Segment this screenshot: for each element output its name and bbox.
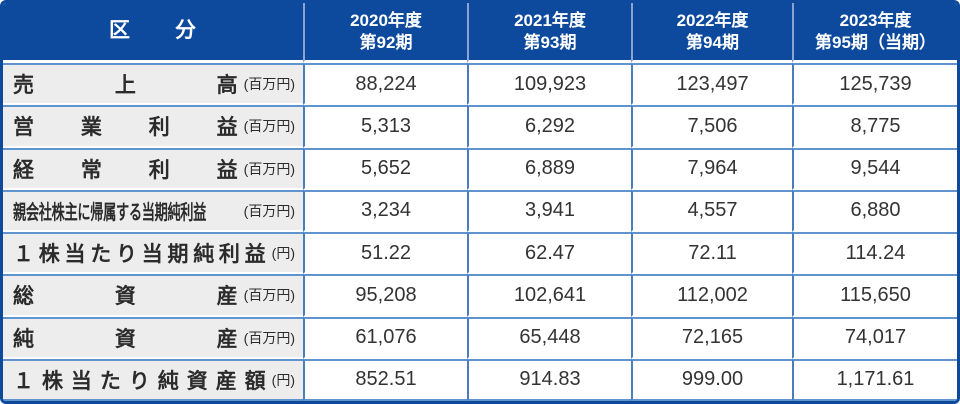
fy2022-term-label: 第94期 — [686, 32, 739, 52]
table-row-operating-income: 営業利益 (百万円) 5,313 6,292 7,506 8,775 — [3, 105, 957, 148]
value-cell: 8,775 — [792, 105, 957, 148]
row-unit: (百万円) — [243, 329, 295, 346]
value-cell: 125,739 — [792, 63, 957, 106]
row-unit: (百万円) — [243, 118, 295, 135]
value-cell: 72.11 — [631, 232, 792, 275]
row-unit: (百万円) — [243, 160, 295, 177]
table-row-net-sales: 売上高 (百万円) 88,224 109,923 123,497 125,739 — [3, 63, 957, 106]
table-row-eps: １株当たり当期純利益 (円) 51.22 62.47 72.11 114.24 — [3, 232, 957, 275]
table-body: 売上高 (百万円) 88,224 109,923 123,497 125,739… — [3, 63, 957, 401]
value-cell: 115,650 — [792, 274, 957, 317]
header-cell-fy2020: 2020年度 第92期 — [303, 3, 467, 63]
row-unit: (百万円) — [243, 76, 295, 93]
row-label: １株当たり当期純利益 — [13, 243, 266, 267]
value-cell: 852.51 — [303, 358, 467, 401]
row-label-cell: 親会社株主に帰属する当期純利益 (百万円) — [3, 189, 303, 232]
row-label-cell: 総資産 (百万円) — [3, 274, 303, 317]
row-label-cell: １株当たり純資産額 (円) — [3, 358, 303, 401]
value-cell: 5,313 — [303, 105, 467, 148]
header-cell-category: 区 分 — [3, 3, 303, 63]
value-cell: 6,880 — [792, 189, 957, 232]
value-cell: 61,076 — [303, 316, 467, 359]
value-cell: 7,506 — [631, 105, 792, 148]
row-unit: (円) — [271, 245, 295, 262]
value-cell: 65,448 — [467, 316, 631, 359]
value-cell: 72,165 — [631, 316, 792, 359]
value-cell: 95,208 — [303, 274, 467, 317]
row-label-cell: 売上高 (百万円) — [3, 63, 303, 106]
table-row-net-assets-per-share: １株当たり純資産額 (円) 852.51 914.83 999.00 1,171… — [3, 358, 957, 401]
row-label-cell: 経常利益 (百万円) — [3, 147, 303, 190]
row-unit: (百万円) — [243, 287, 295, 304]
table-row-total-assets: 総資産 (百万円) 95,208 102,641 112,002 115,650 — [3, 274, 957, 317]
fy2023-term-label: 第95期（当期） — [815, 32, 936, 52]
fiscal-year-data-table: 区 分 2020年度 第92期 2021年度 第93期 2022年度 第94期 — [3, 3, 957, 401]
value-cell: 88,224 — [303, 63, 467, 106]
row-unit: (円) — [271, 371, 295, 388]
table-row-net-assets: 純資産 (百万円) 61,076 65,448 72,165 74,017 — [3, 316, 957, 359]
row-label-cell: 営業利益 (百万円) — [3, 105, 303, 148]
row-label: 純資産 — [13, 327, 238, 351]
value-cell: 9,544 — [792, 147, 957, 190]
row-label: 売上高 — [13, 74, 238, 98]
value-cell: 123,497 — [631, 63, 792, 106]
fy2020-term-label: 第92期 — [359, 32, 413, 52]
header-row: 区 分 2020年度 第92期 2021年度 第93期 2022年度 第94期 — [3, 3, 957, 63]
value-cell: 1,171.61 — [792, 358, 957, 401]
table-header: 区 分 2020年度 第92期 2021年度 第93期 2022年度 第94期 — [3, 3, 957, 63]
row-label: １株当たり純資産額 — [13, 369, 266, 393]
row-label: 営業利益 — [13, 116, 238, 140]
value-cell: 3,234 — [303, 189, 467, 232]
fy2021-term-label: 第93期 — [523, 32, 577, 52]
header-cell-fy2023: 2023年度 第95期（当期） — [792, 3, 957, 63]
header-cell-fy2021: 2021年度 第93期 — [467, 3, 631, 63]
table-row-ordinary-income: 経常利益 (百万円) 5,652 6,889 7,964 9,544 — [3, 147, 957, 190]
header-cell-fy2022: 2022年度 第94期 — [631, 3, 792, 63]
fy2023-year-label: 2023年度 — [839, 11, 912, 31]
value-cell: 74,017 — [792, 316, 957, 359]
value-cell: 4,557 — [631, 189, 792, 232]
row-label-cell: １株当たり当期純利益 (円) — [3, 232, 303, 275]
value-cell: 112,002 — [631, 274, 792, 317]
value-cell: 6,292 — [467, 105, 631, 148]
value-cell: 51.22 — [303, 232, 467, 275]
value-cell: 5,652 — [303, 147, 467, 190]
value-cell: 7,964 — [631, 147, 792, 190]
row-label: 総資産 — [13, 285, 238, 309]
row-unit: (百万円) — [243, 202, 295, 219]
fy2021-year-label: 2021年度 — [514, 11, 586, 31]
value-cell: 109,923 — [467, 63, 631, 106]
value-cell: 114.24 — [792, 232, 957, 275]
value-cell: 999.00 — [631, 358, 792, 401]
value-cell: 6,889 — [467, 147, 631, 190]
fy2022-year-label: 2022年度 — [676, 11, 749, 31]
row-label: 親会社株主に帰属する当期純利益 — [13, 202, 207, 225]
value-cell: 3,941 — [467, 189, 631, 232]
row-label: 経常利益 — [13, 158, 238, 182]
fy2020-year-label: 2020年度 — [350, 11, 422, 31]
row-label-cell: 純資産 (百万円) — [3, 316, 303, 359]
value-cell: 102,641 — [467, 274, 631, 317]
value-cell: 914.83 — [467, 358, 631, 401]
table-row-profit-attributable-to-owners: 親会社株主に帰属する当期純利益 (百万円) 3,234 3,941 4,557 … — [3, 189, 957, 232]
value-cell: 62.47 — [467, 232, 631, 275]
